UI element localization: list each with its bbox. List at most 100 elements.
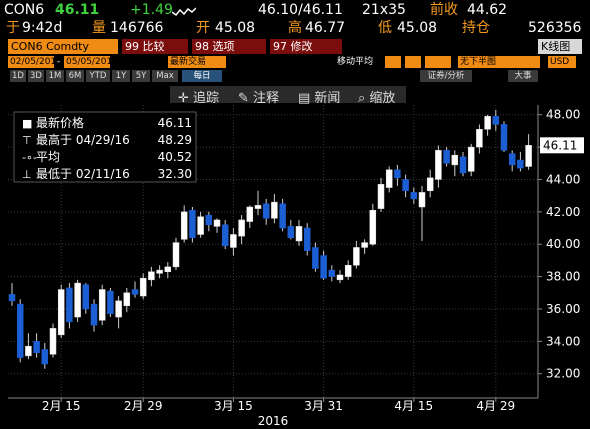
period-button[interactable]: 1D bbox=[10, 70, 26, 82]
security-analysis[interactable]: 证券/分析 bbox=[420, 70, 472, 82]
legend-value: 32.30 bbox=[158, 167, 192, 181]
open-label: 开 bbox=[196, 20, 210, 36]
ma-box[interactable] bbox=[385, 56, 401, 68]
high-label: 高 bbox=[288, 20, 302, 36]
legend-entry: 最新价格 bbox=[36, 115, 84, 130]
x-tick-label: 4月 15 bbox=[394, 399, 433, 413]
compare-button[interactable]: 99 比较 bbox=[122, 39, 188, 54]
candle-body bbox=[287, 226, 295, 238]
moving-average: 移动平均 bbox=[337, 57, 374, 67]
candle-body bbox=[238, 219, 245, 237]
candle-body bbox=[139, 277, 147, 297]
candle-body bbox=[41, 349, 49, 365]
legend-label: 平均 bbox=[36, 150, 60, 164]
candle-body bbox=[205, 214, 213, 226]
candle-body bbox=[98, 289, 106, 321]
period-button[interactable]: 5Y bbox=[132, 70, 150, 82]
y-tick-label: 36.00 bbox=[546, 302, 580, 316]
time-label: 于 bbox=[6, 20, 20, 36]
security-field[interactable]: CON6 Comdty bbox=[8, 39, 118, 54]
x-tick-label: 3月 15 bbox=[214, 399, 253, 413]
candle-body bbox=[221, 224, 229, 247]
candle-body bbox=[164, 266, 172, 272]
date-separator: - bbox=[57, 57, 61, 67]
period-button[interactable]: 6M bbox=[66, 70, 84, 82]
start-date[interactable]: 02/05/2016 bbox=[8, 56, 62, 68]
frequency[interactable]: 每日 bbox=[182, 70, 222, 82]
candle-body bbox=[115, 300, 122, 318]
y-tick-label: 42.00 bbox=[546, 205, 580, 219]
events[interactable]: 大事 bbox=[508, 70, 538, 82]
candle-body bbox=[107, 290, 114, 315]
candle-body bbox=[369, 209, 377, 245]
low-label: 低 bbox=[378, 20, 392, 36]
ma-box[interactable] bbox=[425, 56, 451, 68]
size: 21x35 bbox=[362, 2, 406, 18]
candle-body bbox=[320, 255, 327, 279]
tool-label: 注释 bbox=[253, 91, 280, 106]
legend-value: 46.11 bbox=[158, 116, 192, 130]
y-tick-label: 46.00 bbox=[546, 140, 580, 154]
legend-value: 40.52 bbox=[158, 150, 192, 164]
low: 45.08 bbox=[397, 20, 438, 36]
zoom-tool[interactable]: ⌕ 缩放 bbox=[358, 91, 396, 106]
period-button[interactable]: Max bbox=[152, 70, 178, 82]
period-button[interactable]: YTD bbox=[86, 70, 110, 82]
track-tool[interactable]: ✛ 追踪 bbox=[178, 91, 220, 106]
options-button[interactable]: 98 选项 bbox=[192, 39, 266, 54]
candle-body bbox=[74, 282, 81, 318]
ticker: CON6 bbox=[4, 2, 45, 18]
period-button[interactable]: 1Y bbox=[112, 70, 130, 82]
candle-body bbox=[312, 247, 319, 269]
candle-body bbox=[361, 242, 368, 248]
currency[interactable]: USD bbox=[548, 56, 576, 68]
legend-entry: 最高于 04/29/16 bbox=[36, 132, 130, 147]
candle-body bbox=[418, 192, 426, 208]
legend-icon: ⊤ bbox=[22, 134, 32, 147]
candle-body bbox=[459, 156, 467, 174]
chart-toolbar bbox=[170, 86, 406, 103]
edit-button[interactable]: 97 修改 bbox=[270, 39, 342, 54]
open-interest: 526356 bbox=[528, 20, 582, 36]
y-tick-label: 32.00 bbox=[546, 367, 580, 381]
period-button[interactable]: 3D bbox=[28, 70, 44, 82]
lower-chart[interactable]: 无下半图 bbox=[458, 56, 540, 68]
candle-body bbox=[90, 303, 98, 326]
candle-body bbox=[410, 192, 418, 200]
x-year-label: 2016 bbox=[258, 414, 289, 428]
sparkline-icon bbox=[172, 7, 196, 17]
candle-body bbox=[156, 269, 163, 274]
last-price-label: 46.11 bbox=[543, 138, 577, 152]
candle-body bbox=[148, 271, 155, 281]
legend-label: 最高于 bbox=[36, 132, 72, 147]
candle-body bbox=[328, 269, 336, 277]
news-tool[interactable]: ▤ 新闻 bbox=[298, 91, 341, 106]
candle-body bbox=[336, 274, 344, 281]
prev-close-label: 前收 bbox=[430, 2, 458, 18]
period-button[interactable]: 1M bbox=[46, 70, 64, 82]
end-date[interactable]: 05/05/2016 bbox=[64, 56, 118, 68]
y-tick-label: 38.00 bbox=[546, 270, 580, 284]
candle-body bbox=[426, 177, 434, 192]
volume: 146766 bbox=[110, 20, 164, 36]
candle-body bbox=[213, 219, 221, 227]
y-tick-label: 40.00 bbox=[546, 237, 580, 251]
candle-body bbox=[262, 203, 270, 219]
candle-body bbox=[16, 303, 24, 358]
ma-box[interactable] bbox=[405, 56, 421, 68]
chart-type[interactable]: K线图 bbox=[538, 39, 582, 54]
time: 9:42d bbox=[22, 20, 63, 36]
price-field[interactable]: 最新交易 bbox=[168, 56, 226, 68]
candle-body bbox=[230, 234, 237, 248]
x-tick-label: 4月 29 bbox=[476, 399, 515, 413]
legend-box bbox=[13, 111, 197, 183]
candle-body bbox=[33, 341, 40, 353]
legend-icon: ■ bbox=[22, 117, 32, 130]
oi-label: 持仓 bbox=[462, 20, 490, 36]
annotate-tool[interactable]: ✎ 注释 bbox=[238, 91, 280, 106]
legend-icon: -∘- bbox=[22, 151, 37, 164]
candle-body bbox=[82, 284, 90, 310]
tool-label: 追踪 bbox=[193, 91, 220, 106]
candle-body bbox=[525, 145, 532, 167]
